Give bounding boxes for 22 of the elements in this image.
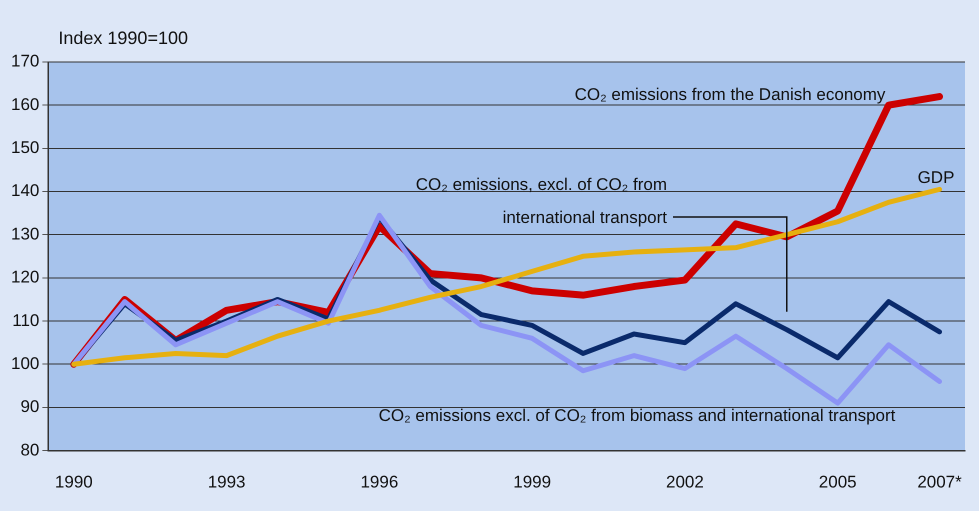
x-tick-label: 1993 [208, 472, 246, 492]
y-tick-label: 80 [20, 440, 40, 460]
y-tick-label: 170 [10, 52, 40, 71]
text: CO₂ emissions excl. of CO₂ from biomass and international transport [378, 406, 896, 425]
y-tick-label: 150 [10, 138, 40, 158]
x-tick-label: 1990 [54, 472, 93, 492]
y-tick-label: 160 [10, 94, 40, 114]
y-axis-title: Index 1990=100 [58, 28, 188, 48]
y-tick-label: 100 [10, 354, 40, 373]
y-tick-label: 110 [12, 310, 40, 330]
x-tick-label: 2007* [917, 472, 962, 492]
y-tick-label: 90 [20, 397, 40, 416]
series-label: CO₂ emissions, excl. of CO₂ from international transport [416, 175, 668, 227]
x-tick-label: 1996 [360, 472, 398, 492]
y-tick-label: 130 [10, 224, 40, 244]
series-label: CO₂ emissions from the Danish economy [574, 85, 886, 104]
x-tick-label: 2002 [666, 472, 704, 492]
y-tick-label: 140 [10, 181, 40, 200]
x-tick-label: 2005 [818, 472, 857, 492]
y-tick-label: 120 [10, 268, 40, 287]
series-label: GDP [918, 168, 954, 187]
x-tick-label: 1999 [513, 472, 552, 492]
